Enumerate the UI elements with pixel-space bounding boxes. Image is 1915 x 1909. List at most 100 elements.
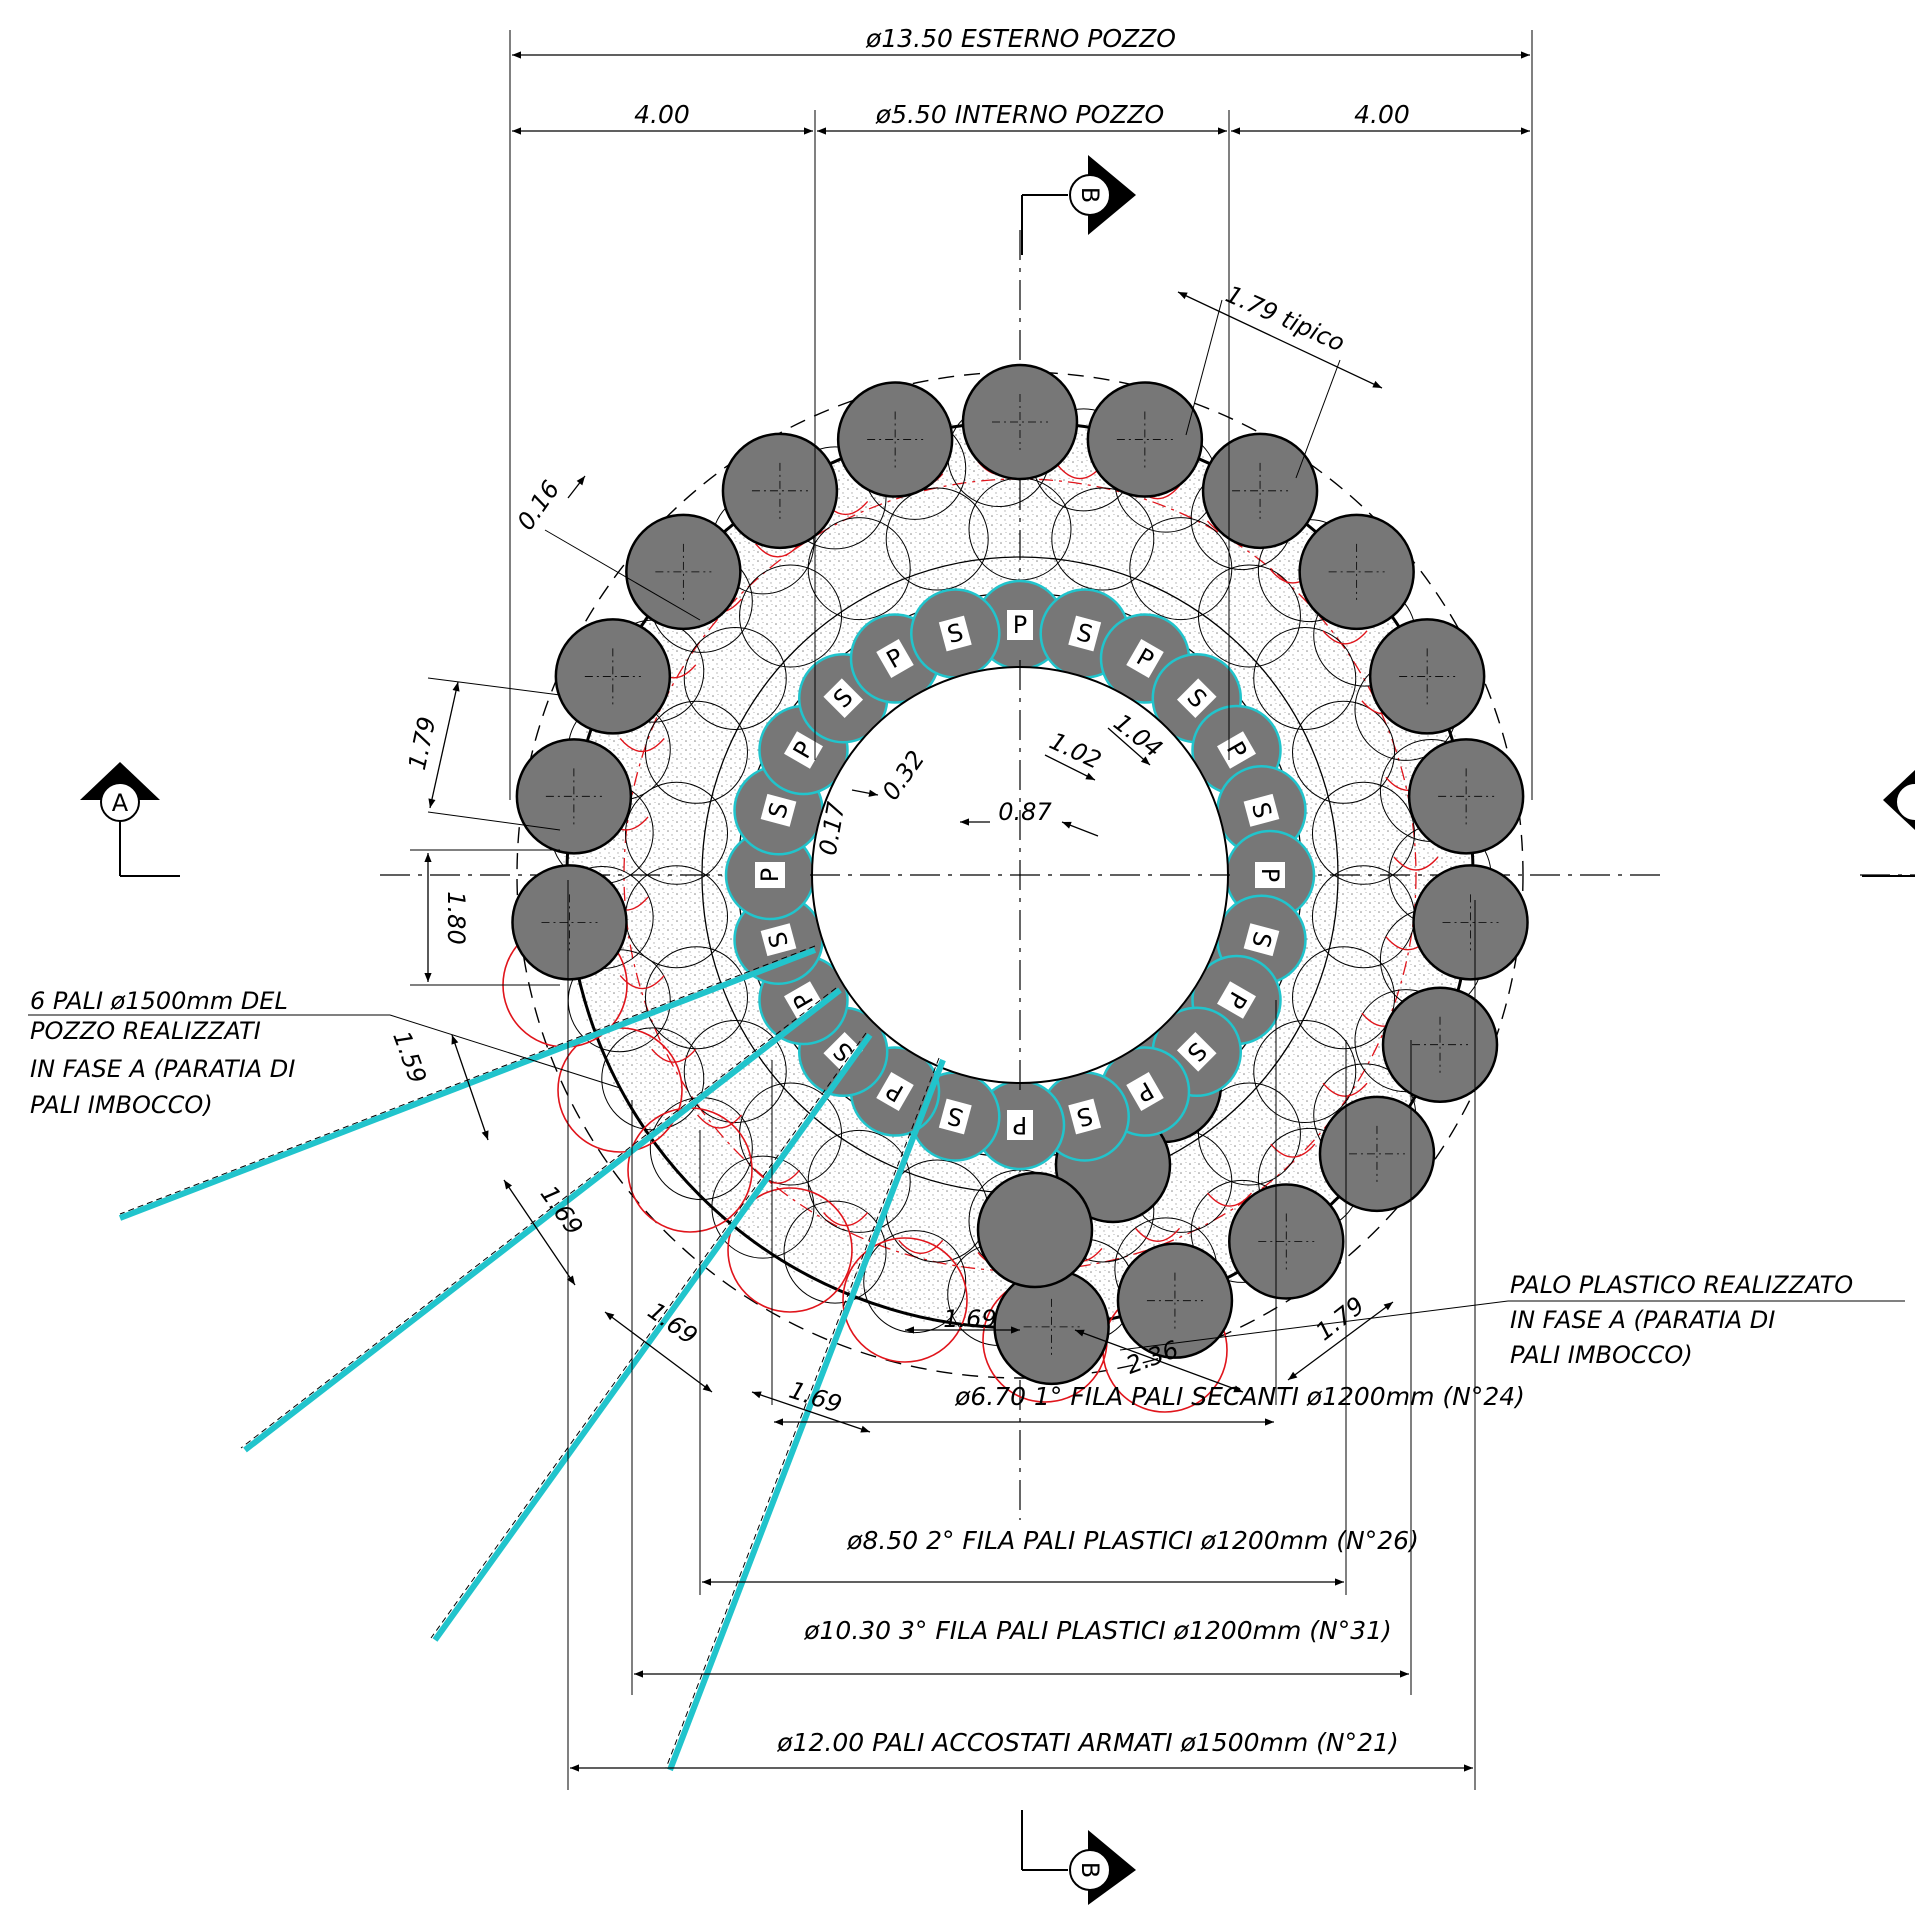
left-note-line4: PALI IMBOCCO) <box>30 1091 213 1119</box>
dim-1-79-bottom-right: 1.79 <box>1310 1291 1369 1346</box>
right-note-line1: PALO PLASTICO REALIZZATO <box>1510 1271 1853 1299</box>
phase-a-piles <box>502 461 1439 1413</box>
row4-pile <box>976 1171 1094 1289</box>
row2-pile <box>644 700 748 804</box>
dim-1-80: 1.80 <box>442 891 470 944</box>
section-b-bottom-label: B <box>1076 1862 1104 1878</box>
red-arc <box>1393 856 1439 871</box>
row4-pile <box>1086 381 1204 498</box>
pile-label-s: S <box>1074 618 1096 649</box>
row4-pile <box>836 381 954 498</box>
right-note-line3: PALI IMBOCCO) <box>1510 1341 1693 1369</box>
row4-pile <box>625 513 742 631</box>
row4-pile <box>721 432 839 550</box>
dim-0-16: 0.16 <box>512 475 566 535</box>
pile-label-s: S <box>944 618 966 649</box>
row2-pile <box>1051 487 1155 591</box>
row4-label: ø12.00 PALI ACCOSTATI ARMATI ø1500mm (N°… <box>776 1728 1398 1757</box>
red-arc <box>823 1212 869 1227</box>
section-b-top-label: B <box>1076 187 1104 203</box>
row2-pile <box>1292 700 1396 804</box>
row4-pile <box>993 1268 1110 1386</box>
row2-pile <box>807 1129 911 1233</box>
row4-pile <box>1368 618 1486 735</box>
section-marker-b-top <box>1021 155 1136 255</box>
section-a-label: A <box>112 789 129 817</box>
row4-pile <box>1298 513 1415 631</box>
section-marker-a-right <box>1862 770 1915 877</box>
dim-2-36: 2.36 <box>1122 1335 1182 1380</box>
dim-1-79-left: 1.79 <box>403 714 441 772</box>
left-note-line2: POZZO REALIZZATI <box>30 1017 261 1045</box>
row2-pile <box>683 626 787 730</box>
dim-0-87: 0.87 <box>998 798 1052 826</box>
outer-diameter-label: ø13.50 ESTERNO POZZO <box>865 24 1176 53</box>
row4-pile <box>1228 1183 1345 1300</box>
red-arc <box>898 1239 944 1255</box>
red-arc <box>651 1048 697 1063</box>
row3-pile <box>783 1200 887 1304</box>
pile-label-s: S <box>1074 1101 1096 1132</box>
red-arc <box>696 1114 743 1129</box>
section-marker-b-bottom <box>1021 1810 1136 1905</box>
pile-label-s: S <box>763 799 794 821</box>
pile-label-p: P <box>1256 868 1284 882</box>
local-dimensions <box>410 291 1394 1433</box>
row2-pile <box>885 487 989 591</box>
row2-pile <box>644 946 748 1050</box>
red-arc <box>1134 1227 1181 1243</box>
dim-1-69-c: 1.69 <box>786 1376 845 1419</box>
phase-a-pile <box>842 1237 968 1363</box>
pile-label-s: S <box>763 929 794 951</box>
pile-label-s: S <box>1246 799 1277 821</box>
pile-label-p: P <box>1013 1111 1027 1139</box>
phase-a-pile <box>727 1187 853 1313</box>
row2-pile <box>1253 1020 1357 1124</box>
row3-label: ø10.30 3° FILA PALI PLASTICI ø1200mm (N°… <box>803 1616 1392 1645</box>
tipico-dim: 1.79 tipico <box>1222 280 1349 357</box>
red-arc <box>1322 630 1368 645</box>
row3-pile <box>711 1155 815 1259</box>
row2-pile <box>625 781 729 885</box>
row1-label: ø6.70 1° FILA PALI SECANTI ø1200mm (N°24… <box>954 1382 1525 1411</box>
row4-pile <box>1381 986 1499 1103</box>
row4-pile <box>554 618 672 735</box>
red-arc <box>619 737 665 753</box>
top-dimensions <box>509 30 1533 800</box>
row2-pile <box>1129 517 1233 621</box>
dim-1-59: 1.59 <box>387 1027 432 1087</box>
row2-pile <box>807 517 911 621</box>
pile-label-s: S <box>1246 929 1277 951</box>
row4-pile <box>515 738 633 855</box>
inner-shaft <box>810 660 1230 1090</box>
red-arc <box>1206 1192 1253 1207</box>
row4-pile <box>961 363 1079 481</box>
inner-diameter-label: ø5.50 INTERNO POZZO <box>875 100 1164 129</box>
right-note-line2: IN FASE A (PARATIA DI <box>1510 1306 1775 1334</box>
row4-pile <box>1407 738 1525 855</box>
row4-pile <box>511 864 628 981</box>
left-width-label: 4.00 <box>634 100 690 129</box>
row2-pile <box>1253 626 1357 730</box>
row4-pile <box>1116 1242 1234 1359</box>
left-note <box>28 1014 621 1089</box>
right-width-label: 4.00 <box>1354 100 1410 129</box>
row2-pile <box>739 1082 843 1186</box>
row4-reinforced-piles <box>511 363 1529 1386</box>
left-note-line1: 6 PALI ø1500mm DEL <box>30 987 288 1015</box>
red-arc <box>1270 1143 1316 1158</box>
red-arc <box>619 975 665 990</box>
row2-pile <box>1197 1082 1301 1186</box>
row2-pile <box>1311 781 1415 885</box>
row4-pile <box>1201 432 1319 550</box>
row2-pile <box>739 564 843 668</box>
dim-1-69-d: 1.69 <box>943 1305 996 1333</box>
row2-label: ø8.50 2° FILA PALI PLASTICI ø1200mm (N°2… <box>846 1526 1419 1555</box>
row2-pile <box>1197 564 1301 668</box>
pile-label-p: P <box>1013 611 1027 639</box>
row4-pile <box>1412 864 1529 981</box>
row2-pile <box>1292 946 1396 1050</box>
red-arc <box>1322 1082 1368 1097</box>
